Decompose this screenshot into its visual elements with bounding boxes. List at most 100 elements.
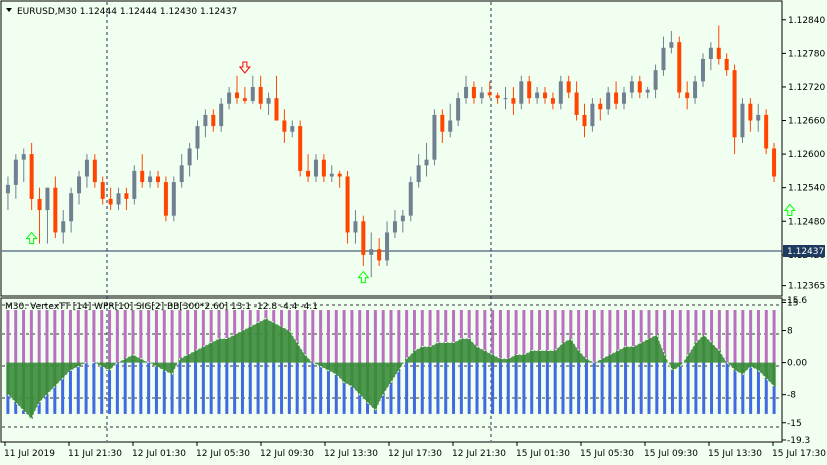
bear-candle xyxy=(543,92,548,99)
open-value: 1.12444 xyxy=(80,7,117,17)
bull-candle xyxy=(479,92,484,99)
close-value: 1.12437 xyxy=(200,7,237,17)
bull-candle xyxy=(266,98,271,104)
bull-candle xyxy=(629,81,634,93)
bear-candle xyxy=(527,81,532,99)
bear-candle xyxy=(298,126,303,171)
indicator-tick-label: 15.6 xyxy=(787,296,807,306)
indicator-tick-label: -15 xyxy=(787,419,802,429)
bear-candle xyxy=(321,159,326,177)
bear-candle xyxy=(511,98,516,104)
indicator-tick-label: -8 xyxy=(787,391,796,401)
bear-candle xyxy=(495,95,500,99)
indicator-tick-label: 15 xyxy=(787,298,798,308)
bear-candle xyxy=(345,176,350,233)
bull-candle xyxy=(369,249,374,255)
bear-candle xyxy=(92,159,97,183)
indicator-tick-label: 0.00 xyxy=(787,359,807,369)
price-tick-label: 1.12720 xyxy=(788,83,825,93)
time-axis[interactable]: 11 Jul 2019 11 Jul 21:30 12 Jul 01:30 12 Ju… xyxy=(4,442,826,459)
bear-candle xyxy=(637,81,642,93)
bull-candle xyxy=(464,86,469,99)
indicator-axis[interactable]: 15.615 8 0.00 -8 -15 -19.3 xyxy=(782,296,810,446)
bull-candle xyxy=(621,92,626,104)
candles-group xyxy=(5,25,777,278)
time-tick-label: 12 Jul 01:30 xyxy=(132,449,186,459)
bull-candle xyxy=(645,89,650,93)
bull-candle xyxy=(535,92,540,99)
low-value: 1.12430 xyxy=(160,7,197,17)
bull-candle xyxy=(400,215,405,222)
bull-candle xyxy=(606,92,611,110)
time-tick-label: 12 Jul 05:30 xyxy=(196,449,250,459)
bull-candle xyxy=(416,165,421,183)
bull-candle xyxy=(708,47,713,59)
bull-candle xyxy=(45,187,50,211)
symbol-label: EURUSD,M30 xyxy=(17,7,77,17)
triangle-down-icon[interactable] xyxy=(6,8,12,12)
price-tick-label: 1.12540 xyxy=(788,184,825,194)
bear-candle xyxy=(124,193,129,199)
bear-candle xyxy=(361,221,366,255)
bear-candle xyxy=(274,98,279,121)
bear-candle xyxy=(550,98,555,104)
bear-candle xyxy=(234,92,239,99)
bull-candle xyxy=(408,182,413,216)
price-tick-label: 1.12840 xyxy=(788,16,825,26)
bull-candle xyxy=(448,120,453,132)
bull-candle xyxy=(13,159,18,185)
bear-candle xyxy=(140,170,145,183)
price-tick-label: 1.12600 xyxy=(788,150,825,160)
time-tick-label: 12 Jul 09:30 xyxy=(260,449,314,459)
bull-candle xyxy=(290,126,295,132)
bull-candle xyxy=(353,221,358,233)
bear-candle xyxy=(724,58,729,71)
bull-candle xyxy=(203,114,208,127)
bull-candle xyxy=(519,81,524,104)
bull-candle xyxy=(590,103,595,127)
bull-candle xyxy=(84,159,89,177)
price-tick-label: 1.12780 xyxy=(788,49,825,59)
bear-candle xyxy=(242,98,247,101)
bull-candle xyxy=(432,114,437,160)
time-tick-label: 15 Jul 13:30 xyxy=(708,449,762,459)
bull-candle xyxy=(669,42,674,48)
bear-candle xyxy=(487,92,492,96)
signals-group xyxy=(25,61,796,284)
bull-candle xyxy=(132,170,137,199)
bull-candle xyxy=(171,182,176,216)
bull-candle xyxy=(558,81,563,104)
time-tick-label: 15 Jul 09:30 xyxy=(644,449,698,459)
current-price-badge xyxy=(783,245,825,257)
bull-candle xyxy=(693,81,698,99)
bull-candle xyxy=(5,184,10,194)
bull-candle xyxy=(740,103,745,138)
svg-text:EURUSD,M30 1.12444 1.12444 1.1: EURUSD,M30 1.12444 1.12444 1.12430 1.124… xyxy=(17,7,237,17)
bear-candle xyxy=(685,92,690,99)
bull-candle xyxy=(77,176,82,194)
bear-candle xyxy=(282,120,287,132)
bull-candle xyxy=(116,193,121,205)
bear-candle xyxy=(598,103,603,110)
buy-arrow-icon xyxy=(357,270,370,284)
bull-candle xyxy=(503,98,508,100)
bull-candle xyxy=(700,58,705,82)
time-tick-label: 15 Jul 17:30 xyxy=(772,449,826,459)
price-pane[interactable] xyxy=(0,0,783,297)
time-tick-label: 15 Jul 05:30 xyxy=(580,449,634,459)
price-tick-label: 1.12365 xyxy=(788,282,825,292)
bull-candle xyxy=(250,86,255,101)
bear-candle xyxy=(37,198,42,211)
high-value: 1.12444 xyxy=(120,7,157,17)
bear-candle xyxy=(29,154,34,199)
bear-candle xyxy=(163,182,168,216)
bear-candle xyxy=(108,198,113,205)
bull-candle xyxy=(61,221,66,233)
time-tick-label: 15 Jul 01:30 xyxy=(516,449,570,459)
bear-candle xyxy=(772,148,777,177)
bull-candle xyxy=(756,114,761,121)
bear-candle xyxy=(156,176,161,183)
bear-candle xyxy=(377,249,382,261)
